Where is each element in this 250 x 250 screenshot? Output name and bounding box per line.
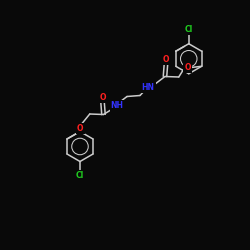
Text: HN: HN: [142, 82, 154, 92]
Text: O: O: [163, 55, 169, 64]
Text: O: O: [99, 93, 106, 102]
Text: O: O: [184, 63, 191, 72]
Text: NH: NH: [111, 102, 124, 110]
Text: O: O: [77, 124, 84, 133]
Text: Cl: Cl: [76, 172, 84, 180]
Text: Cl: Cl: [184, 25, 193, 34]
